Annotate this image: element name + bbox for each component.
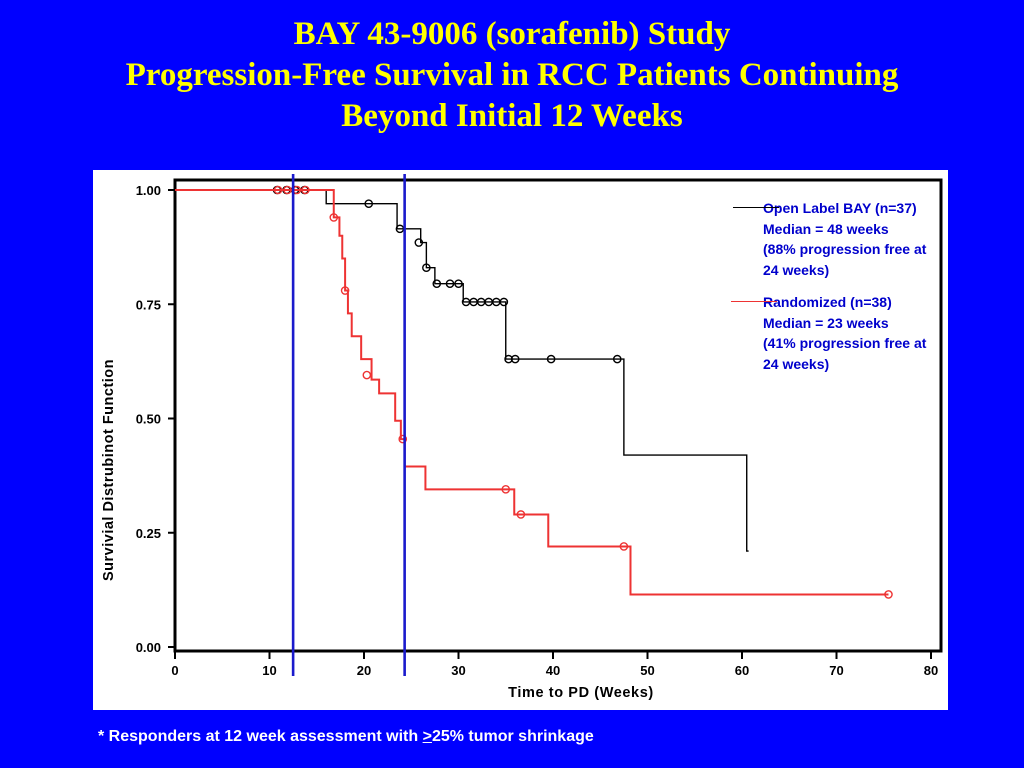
footnote-suffix: 25% tumor shrinkage [431, 728, 594, 745]
footnote-prefix: * Responders at 12 week assessment with [98, 728, 423, 745]
legend-series-name: Randomized (n=38) [763, 294, 892, 310]
censor-mark-randomized [516, 510, 526, 519]
censor-mark-open-label [499, 297, 509, 307]
legend-line-randomized [731, 301, 777, 302]
pfs-chart: 0.00 0.25 0.50 0.75 1.00 0 10 20 30 40 50 60 70 80 Tim… [101, 178, 943, 701]
legend-line-open-label [733, 207, 779, 208]
x-tick-label: 0 [171, 663, 178, 678]
reference-label-24-weeks: 24 Weeks [356, 683, 423, 699]
x-tick-label: 60 [735, 663, 749, 678]
x-tick-label: 30 [451, 663, 465, 678]
censor-mark-randomized [884, 590, 893, 599]
censor-mark-randomized [301, 185, 310, 195]
x-tick-label: 70 [829, 663, 843, 678]
censor-mark-open-label [546, 354, 556, 364]
censor-mark-open-label [510, 354, 520, 364]
x-axis-title: Time to PD (Weeks) [508, 685, 654, 701]
y-tick-label: 1.00 [136, 183, 161, 198]
censor-mark-randomized [398, 434, 408, 444]
censor-mark-randomized [619, 542, 629, 551]
footnote: * Responders at 12 week assessment with … [98, 728, 594, 746]
censor-mark-randomized [329, 213, 339, 222]
x-tick-label: 20 [357, 663, 371, 678]
slide-title: BAY 43-9006 (sorafenib) Study Progressio… [0, 14, 1024, 137]
legend: Open Label BAY (n=37) Median = 48 weeks … [693, 198, 943, 374]
censor-mark-open-label [414, 238, 424, 247]
axes: 0.00 0.25 0.50 0.75 1.00 0 10 20 30 40 50 60 70 80 Tim… [101, 178, 943, 701]
legend-note: (88% progression free at 24 weeks) [763, 241, 927, 278]
y-tick-label: 0.00 [136, 640, 161, 655]
footnote-ge-symbol: > [422, 728, 432, 745]
title-line-1: BAY 43-9006 (sorafenib) Study [293, 16, 731, 52]
x-tick-label: 80 [924, 663, 938, 678]
x-tick-label: 40 [546, 663, 560, 678]
legend-median: Median = 23 weeks [763, 314, 889, 331]
plot-frame [173, 178, 943, 653]
censor-mark-randomized [362, 370, 372, 380]
legend-entry-randomized: Randomized (n=38) Median = 23 weeks (41%… [693, 292, 943, 374]
legend-series-name: Open Label BAY (n=37) [763, 200, 917, 216]
censor-mark-randomized [340, 286, 350, 295]
y-tick-label: 0.50 [136, 412, 161, 427]
censor-mark-randomized [273, 185, 283, 195]
y-axis-title: Survivial Distrubinot Function [101, 359, 117, 581]
title-line-3: Beyond Initial 12 Weeks [341, 98, 683, 134]
censor-mark-open-label [454, 279, 463, 288]
legend-median: Median = 48 weeks [763, 220, 889, 237]
censor-mark-open-label [364, 199, 374, 209]
censor-mark-randomized [501, 485, 511, 494]
censor-mark-open-label [432, 279, 442, 288]
censor-mark-open-label [445, 279, 455, 288]
censor-mark-open-label [422, 263, 431, 272]
x-tick-label: 10 [262, 663, 276, 678]
reference-label-12-weeks: 12 Weeks [245, 683, 311, 699]
y-tick-label: 0.25 [136, 526, 161, 541]
y-tick-label: 0.75 [136, 297, 161, 312]
censor-mark-randomized [283, 185, 292, 195]
series-line-open-label [175, 189, 749, 552]
series-line-randomized [175, 189, 889, 596]
chart-panel: 0.00 0.25 0.50 0.75 1.00 0 10 20 30 40 50 60 70 80 Tim… [93, 170, 948, 710]
title-line-2: Progression-Free Survival in RCC Patient… [125, 57, 899, 93]
survival-curves [175, 185, 893, 599]
censor-mark-open-label [612, 354, 622, 364]
legend-note: (41% progression free at 24 weeks) [763, 335, 927, 372]
x-tick-label: 50 [640, 663, 654, 678]
legend-entry-open-label: Open Label BAY (n=37) Median = 48 weeks … [693, 198, 943, 280]
